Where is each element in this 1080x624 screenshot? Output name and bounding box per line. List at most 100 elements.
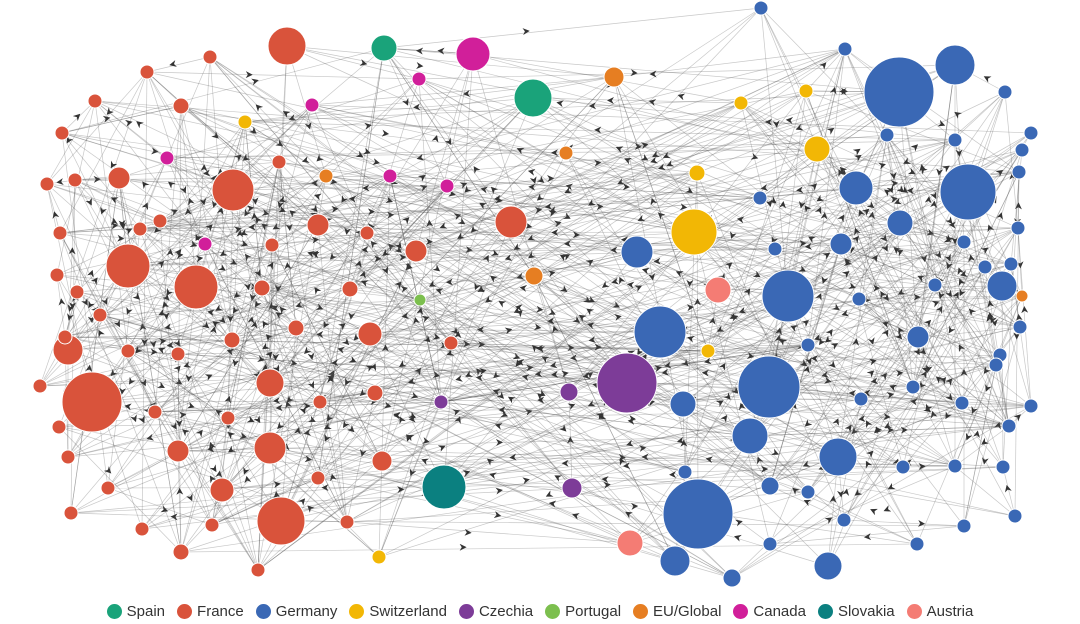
legend-label: Germany — [275, 602, 338, 620]
edge — [67, 78, 420, 458]
edge — [39, 104, 313, 387]
edge — [440, 401, 751, 437]
edge — [807, 243, 842, 346]
edge — [269, 97, 534, 384]
edge — [346, 132, 1032, 523]
legend-swatch — [545, 603, 561, 619]
edge — [415, 102, 742, 252]
node — [767, 241, 783, 257]
edge — [232, 185, 448, 191]
edge — [902, 191, 969, 468]
edge — [934, 284, 1001, 356]
edge — [383, 47, 969, 193]
edge — [532, 97, 997, 366]
edge — [159, 220, 789, 297]
edge — [127, 121, 246, 352]
edge — [180, 105, 233, 341]
node — [838, 170, 874, 206]
node — [413, 293, 427, 307]
edge — [682, 354, 1001, 405]
node — [731, 417, 769, 455]
edge — [271, 244, 383, 462]
edge — [74, 179, 684, 405]
edge — [67, 179, 76, 351]
legend-item: Slovakia — [817, 603, 895, 620]
edge — [325, 175, 695, 233]
edge — [59, 187, 857, 234]
edge — [159, 48, 846, 222]
edge-arrow — [346, 424, 355, 433]
edge — [787, 295, 1001, 356]
edge — [659, 331, 809, 493]
node — [596, 352, 658, 414]
edge — [378, 403, 684, 558]
edge — [99, 299, 421, 316]
edge — [532, 97, 742, 104]
edge-arrow — [861, 208, 870, 216]
edge — [139, 172, 698, 230]
edge — [231, 97, 534, 341]
legend-item: Portugal — [545, 603, 621, 620]
node — [670, 208, 718, 256]
edge — [269, 185, 448, 384]
edge — [99, 314, 686, 473]
edge — [118, 177, 182, 553]
node — [159, 150, 175, 166]
legend-label: Canada — [753, 602, 806, 620]
edge — [99, 314, 380, 558]
node — [1007, 508, 1023, 524]
edge — [139, 228, 321, 403]
edge-arrow — [588, 198, 596, 206]
edge — [378, 221, 512, 558]
node — [209, 477, 235, 503]
edge — [827, 398, 862, 567]
node — [934, 44, 976, 86]
edge — [768, 364, 997, 388]
edge — [159, 220, 421, 301]
edge — [70, 466, 1004, 514]
edge-arrow — [639, 353, 647, 362]
edge — [278, 161, 1003, 287]
edge — [378, 342, 452, 558]
legend-label: Spain — [126, 602, 166, 620]
legend-swatch — [633, 603, 649, 619]
node — [956, 234, 972, 250]
edge-arrow — [844, 424, 852, 433]
edge — [697, 354, 1001, 515]
edge — [261, 97, 534, 289]
edge — [855, 149, 1023, 189]
edge — [244, 121, 263, 289]
edge — [510, 91, 900, 223]
edge — [759, 139, 956, 199]
edge-arrow — [90, 277, 98, 286]
edge-arrow — [262, 342, 270, 350]
edge — [107, 487, 213, 526]
edge — [346, 491, 809, 523]
node — [800, 337, 816, 353]
edge — [221, 76, 615, 491]
node — [306, 213, 330, 237]
node — [170, 346, 186, 362]
node — [662, 478, 734, 550]
node — [67, 172, 83, 188]
edge — [180, 105, 421, 301]
edge — [568, 391, 918, 545]
edge-arrow — [923, 319, 932, 328]
edge — [967, 191, 1010, 427]
edge-arrow — [326, 413, 334, 422]
edge — [626, 295, 789, 384]
edge — [369, 7, 762, 335]
edge — [419, 172, 698, 301]
edge-arrow — [939, 376, 947, 385]
edge — [682, 336, 919, 405]
edge — [127, 265, 421, 301]
edge — [749, 435, 845, 521]
node — [455, 36, 491, 72]
edge — [221, 333, 371, 491]
edge — [59, 232, 156, 413]
edge — [261, 287, 371, 335]
node — [359, 225, 375, 241]
edge — [626, 344, 809, 384]
node — [32, 378, 48, 394]
